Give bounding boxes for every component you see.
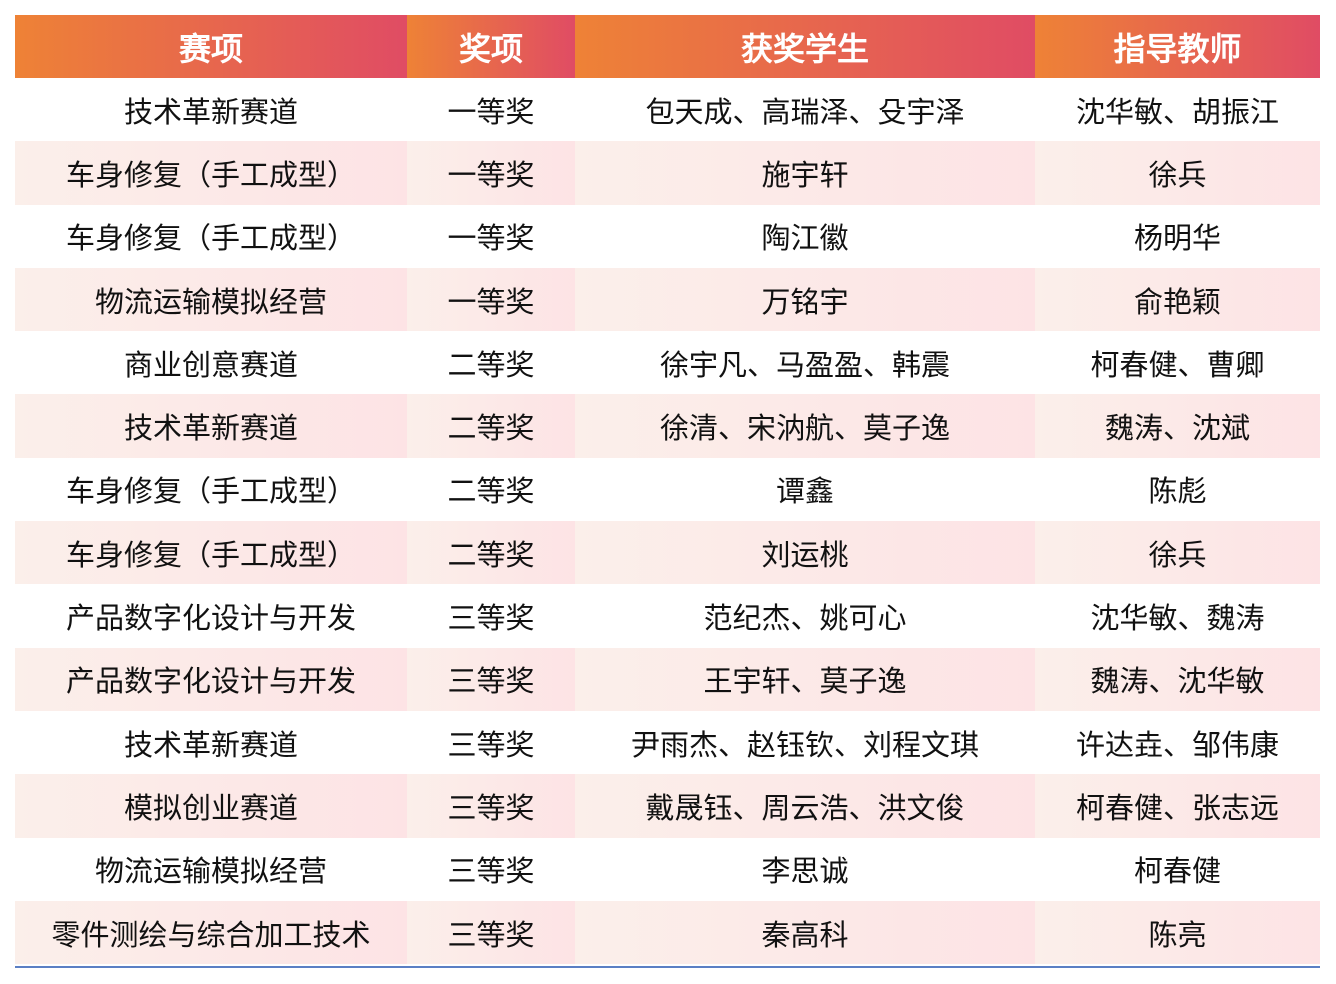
cell-students: 戴晟钰、周云浩、洪文俊 [575,774,1035,838]
cell-students: 秦高科 [575,900,1035,965]
cell-event: 商业创意赛道 [123,347,298,382]
cell-teachers: 魏涛、沈斌 [1035,394,1320,458]
cell-students: 徐清、宋汭航、莫子逸 [575,394,1035,458]
cell-teachers: 柯春健 [1133,854,1221,889]
cell-award: 二等奖 [447,474,535,509]
header-teachers: 指导教师 [1035,15,1320,78]
cell-students: 施宇轩 [575,141,1035,205]
cell-award: 二等奖 [407,521,575,585]
cell-event: 车身修复（手工成型） [15,521,407,585]
cell-students: 万铭宇 [575,267,1035,332]
cell-teachers: 陈彪 [1148,474,1207,509]
cell-award: 三等奖 [407,647,575,711]
cell-award: 三等奖 [447,601,535,636]
cell-award: 一等奖 [407,267,575,332]
cell-event: 产品数字化设计与开发 [65,601,356,636]
cell-teachers: 沈华敏、魏涛 [1090,601,1265,636]
table-row: 物流运输模拟经营 三等奖 李思诚 柯春健 [15,838,1320,901]
cell-students: 陶江徽 [761,221,849,256]
cell-award: 一等奖 [447,221,535,256]
cell-students: 包天成、高瑞泽、殳宇泽 [645,94,965,129]
table-row: 模拟创业赛道 三等奖 戴晟钰、周云浩、洪文俊 柯春健、张志远 [15,774,1320,838]
cell-teachers: 陈亮 [1035,900,1320,965]
cell-event: 技术革新赛道 [123,727,298,762]
table-row: 技术革新赛道 二等奖 徐清、宋汭航、莫子逸 魏涛、沈斌 [15,394,1320,458]
cell-students: 范纪杰、姚可心 [703,601,907,636]
cell-teachers: 徐兵 [1035,521,1320,585]
awards-table: 赛项 奖项 获奖学生 指导教师 技术革新赛道 一等奖 包天成、高瑞泽、殳宇泽 沈华敏、… [15,15,1320,965]
cell-event: 模拟创业赛道 [15,774,407,838]
cell-award: 一等奖 [407,141,575,205]
table-row: 产品数字化设计与开发 三等奖 范纪杰、姚可心 沈华敏、魏涛 [15,584,1320,647]
cell-award: 三等奖 [407,900,575,965]
table-row: 技术革新赛道 一等奖 包天成、高瑞泽、殳宇泽 沈华敏、胡振江 [15,78,1320,141]
cell-event: 车身修复（手工成型） [65,221,356,256]
cell-teachers: 徐兵 [1035,141,1320,205]
table-row: 物流运输模拟经营 一等奖 万铭宇 俞艳颖 [15,267,1320,332]
cell-event: 技术革新赛道 [123,94,298,129]
cell-students: 王宇轩、莫子逸 [575,647,1035,711]
cell-award: 三等奖 [447,854,535,889]
cell-teachers: 杨明华 [1133,221,1221,256]
table-row: 车身修复（手工成型） 一等奖 施宇轩 徐兵 [15,141,1320,205]
cell-event: 物流运输模拟经营 [94,854,327,889]
cell-award: 三等奖 [447,727,535,762]
cell-award: 一等奖 [447,94,535,129]
table-row: 车身修复（手工成型） 一等奖 陶江徽 杨明华 [15,205,1320,268]
table-row: 商业创意赛道 二等奖 徐宇凡、马盈盈、韩震 柯春健、曹卿 [15,331,1320,394]
cell-teachers: 柯春健、曹卿 [1090,347,1265,382]
cell-students: 谭鑫 [775,474,834,509]
cell-event: 车身修复（手工成型） [65,474,356,509]
table-row: 车身修复（手工成型） 二等奖 刘运桃 徐兵 [15,521,1320,585]
cell-teachers: 沈华敏、胡振江 [1075,94,1279,129]
header-students: 获奖学生 [575,15,1035,78]
cell-award: 三等奖 [407,774,575,838]
cell-event: 零件测绘与综合加工技术 [15,900,407,965]
table-header: 赛项 奖项 获奖学生 指导教师 [15,15,1320,78]
cell-award: 二等奖 [447,347,535,382]
cell-award: 二等奖 [407,394,575,458]
cell-teachers: 柯春健、张志远 [1035,774,1320,838]
header-event: 赛项 [15,15,407,78]
cell-teachers: 魏涛、沈华敏 [1035,647,1320,711]
table-row: 车身修复（手工成型） 二等奖 谭鑫 陈彪 [15,458,1320,521]
cell-event: 产品数字化设计与开发 [15,647,407,711]
table-row: 技术革新赛道 三等奖 尹雨杰、赵钰钦、刘程文琪 许达垚、邹伟康 [15,711,1320,774]
cell-event: 车身修复（手工成型） [15,141,407,205]
bottom-rule [15,966,1320,968]
cell-students: 李思诚 [761,854,849,889]
cell-students: 尹雨杰、赵钰钦、刘程文琪 [630,727,979,762]
cell-students: 刘运桃 [575,521,1035,585]
header-award: 奖项 [407,15,575,78]
cell-event: 技术革新赛道 [15,394,407,458]
cell-students: 徐宇凡、马盈盈、韩震 [659,347,950,382]
cell-teachers: 俞艳颖 [1035,267,1320,332]
table-row: 零件测绘与综合加工技术 三等奖 秦高科 陈亮 [15,900,1320,965]
cell-teachers: 许达垚、邹伟康 [1075,727,1279,762]
table-row: 产品数字化设计与开发 三等奖 王宇轩、莫子逸 魏涛、沈华敏 [15,647,1320,711]
cell-event: 物流运输模拟经营 [15,267,407,332]
